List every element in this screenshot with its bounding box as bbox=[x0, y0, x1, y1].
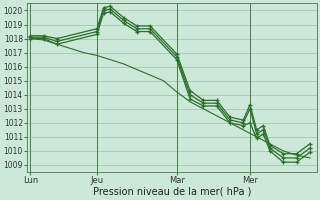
X-axis label: Pression niveau de la mer( hPa ): Pression niveau de la mer( hPa ) bbox=[92, 187, 251, 197]
